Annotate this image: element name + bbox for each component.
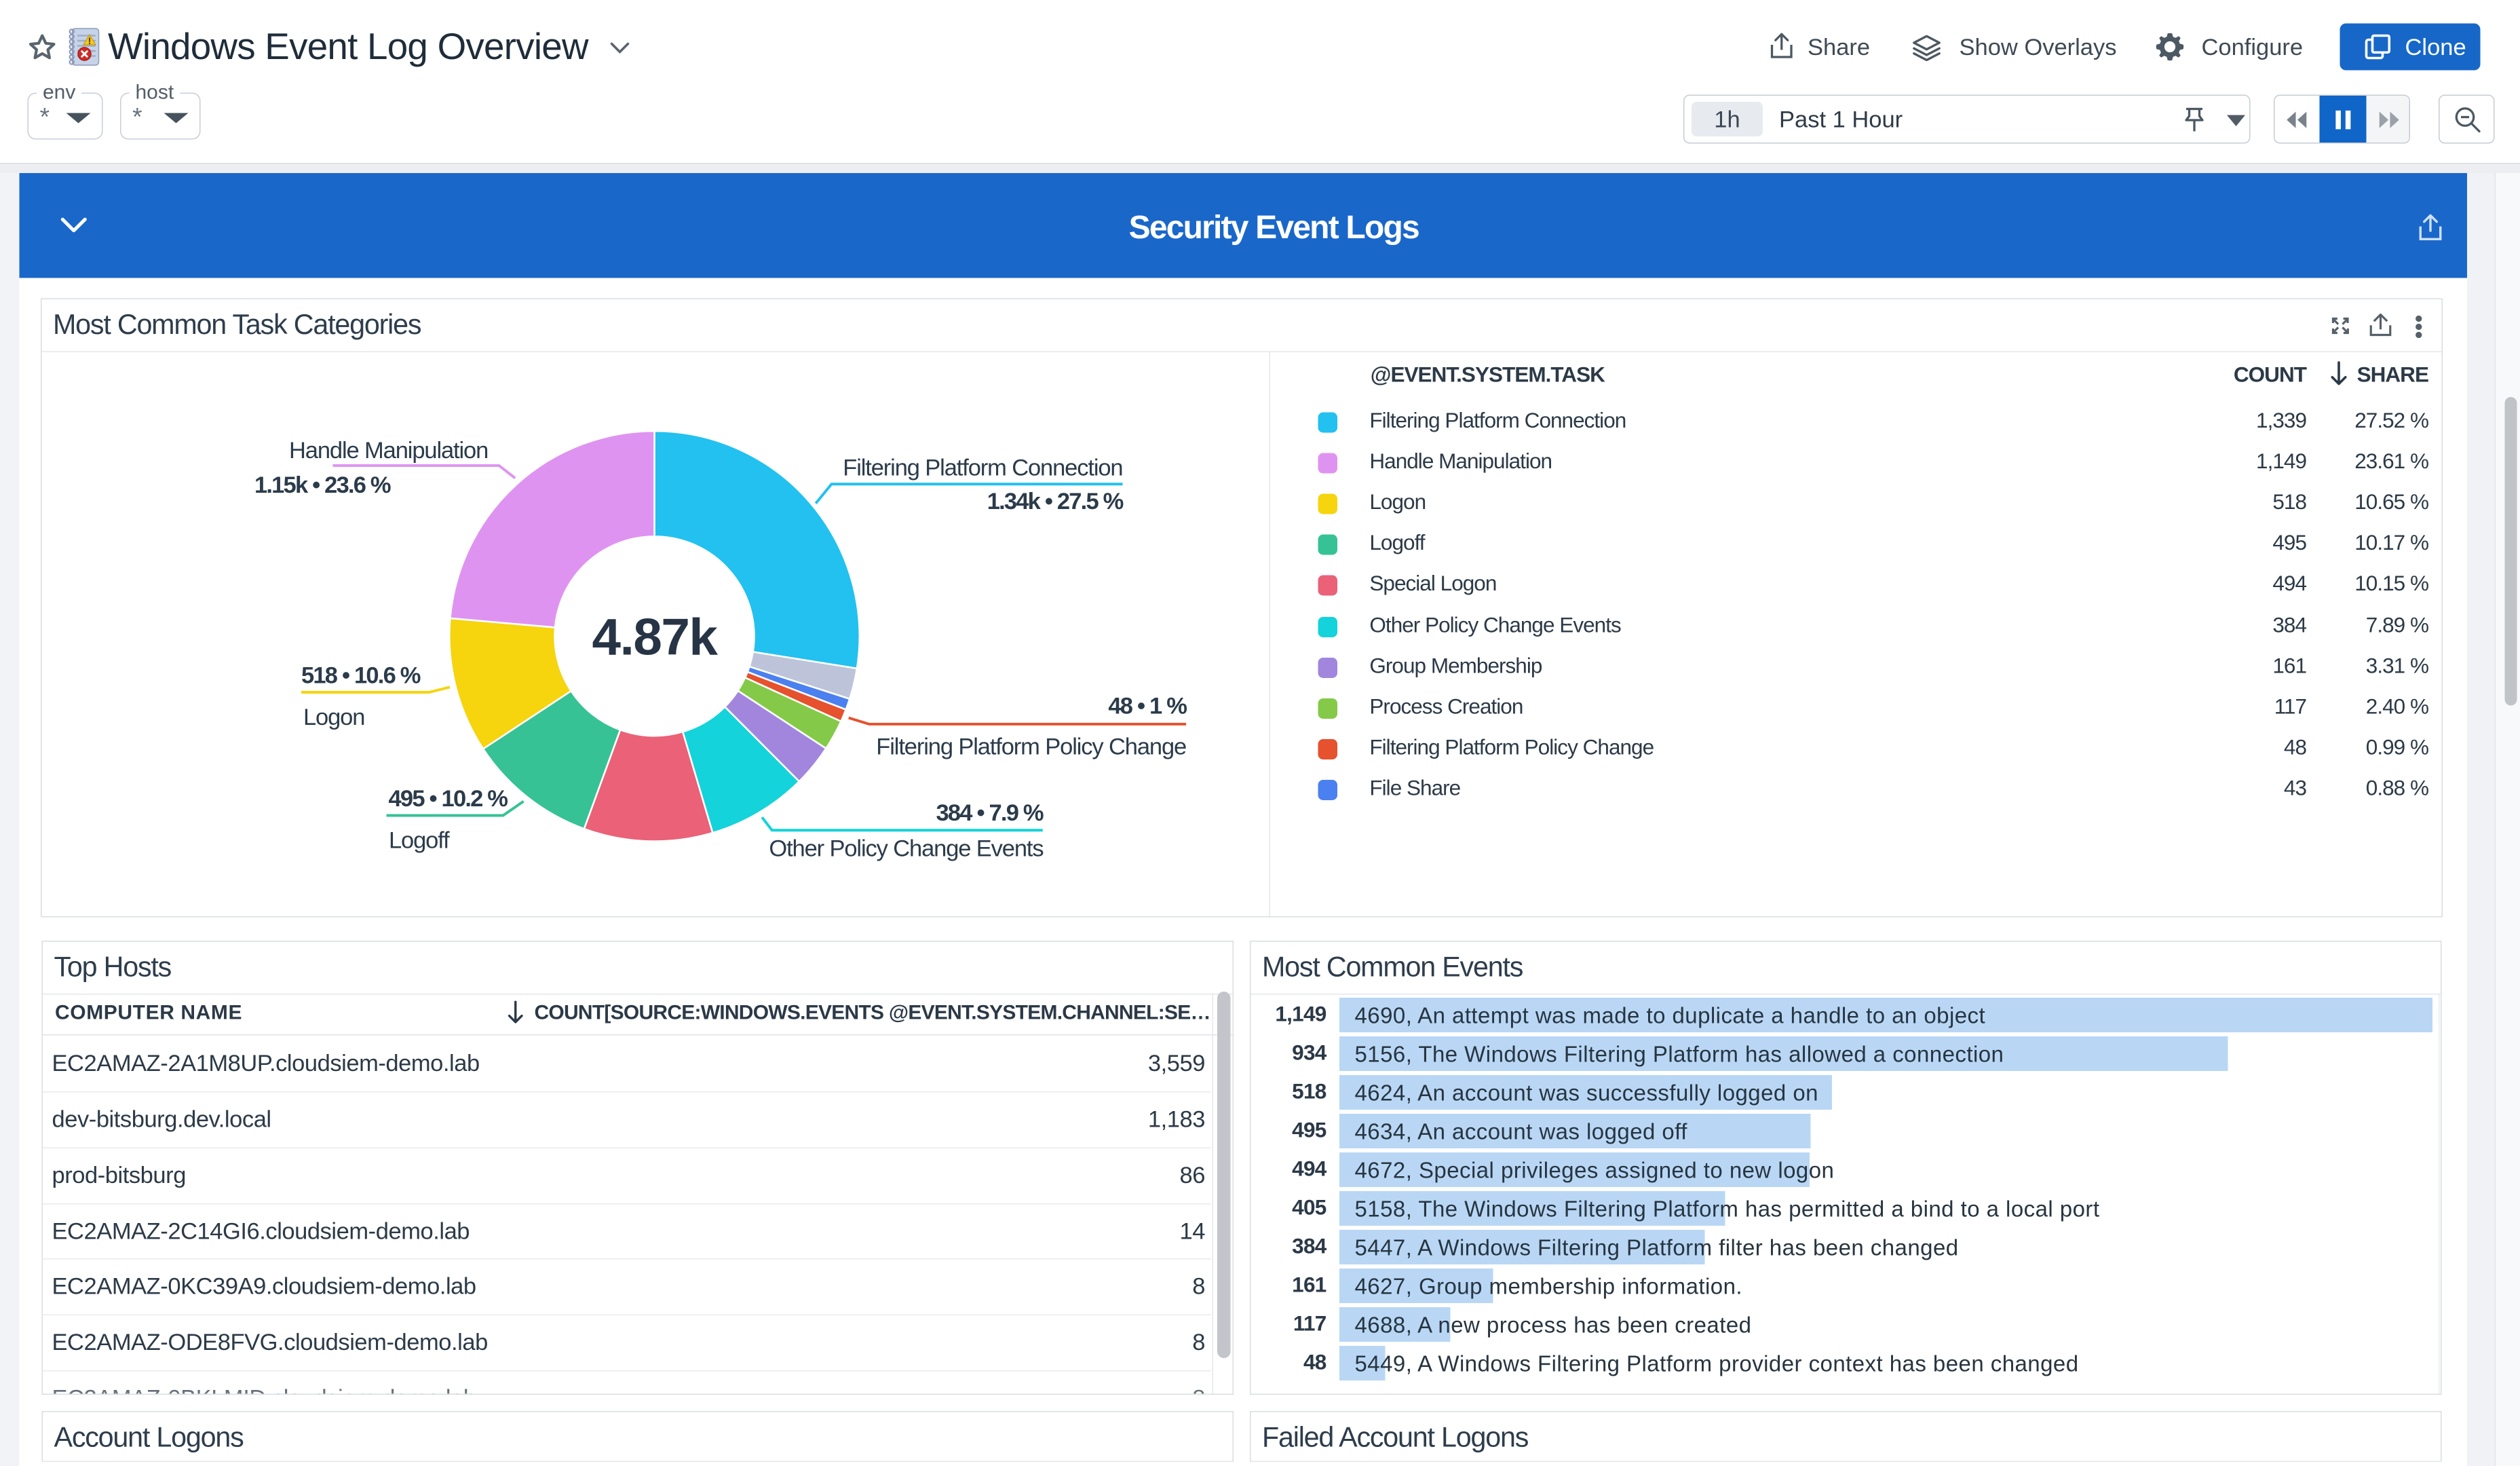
svg-text:Handle Manipulation: Handle Manipulation <box>289 438 488 464</box>
svg-text:!: ! <box>88 36 92 46</box>
svg-text:518 • 10.6 %: 518 • 10.6 % <box>301 663 421 689</box>
svg-text:Logoff: Logoff <box>389 828 450 854</box>
svg-text:48 • 1 %: 48 • 1 % <box>1108 694 1187 719</box>
svg-text:Filtering Platform Connection: Filtering Platform Connection <box>843 455 1122 481</box>
svg-text:495 • 10.2 %: 495 • 10.2 % <box>389 786 508 812</box>
svg-text:384 • 7.9 %: 384 • 7.9 % <box>936 800 1044 826</box>
svg-text:4.87k: 4.87k <box>592 609 719 666</box>
svg-text:Other Policy Change Events: Other Policy Change Events <box>769 836 1043 862</box>
svg-text:Logon: Logon <box>303 704 364 730</box>
svg-text:Filtering Platform Policy Chan: Filtering Platform Policy Change <box>876 734 1186 760</box>
svg-text:1.15k • 23.6 %: 1.15k • 23.6 % <box>254 472 391 498</box>
svg-text:1.34k • 27.5 %: 1.34k • 27.5 % <box>987 489 1124 514</box>
